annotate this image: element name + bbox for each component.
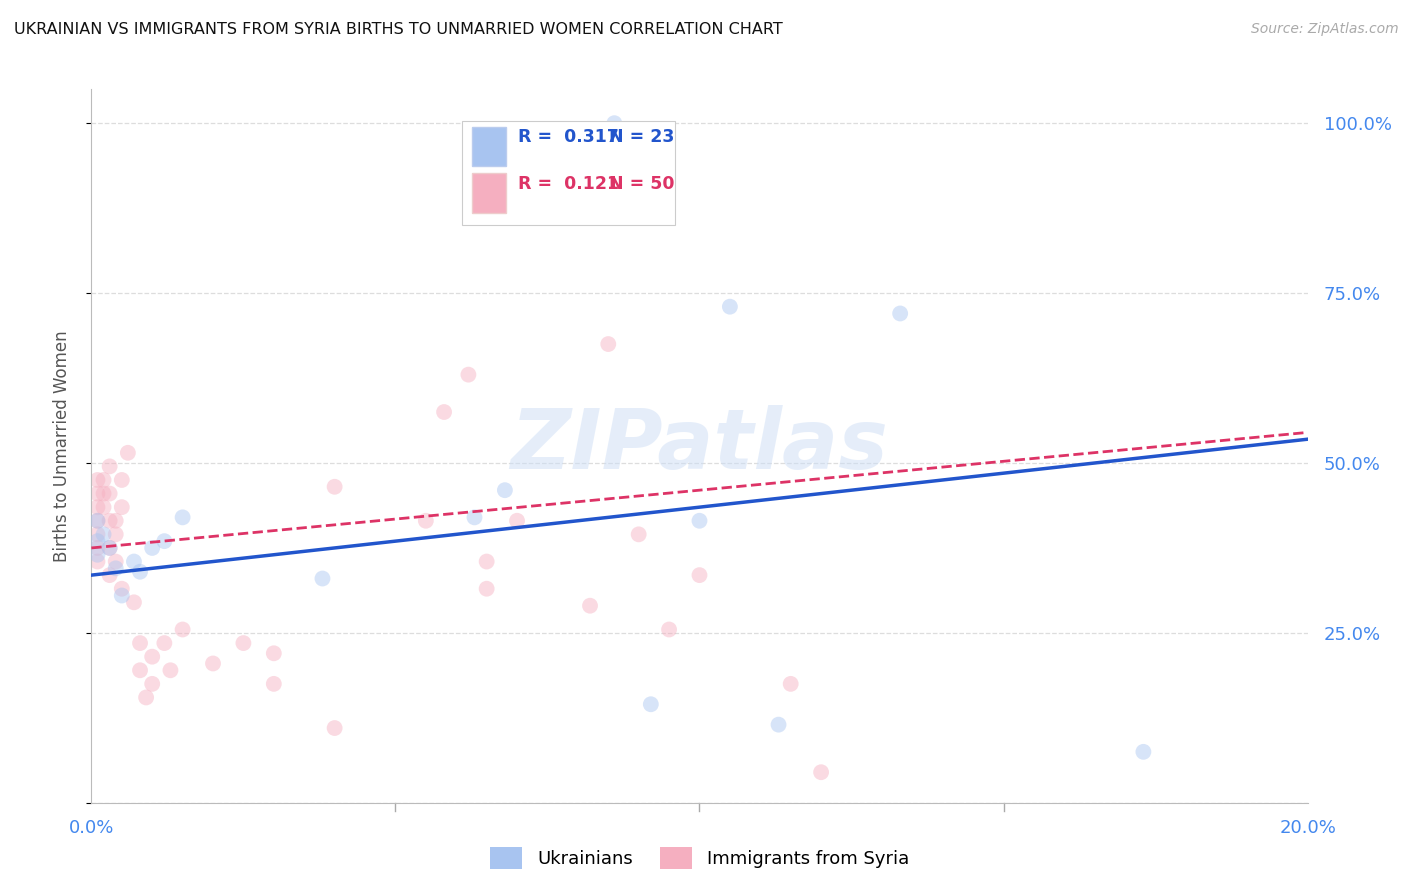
Point	[86, 555, 108, 569]
Point	[111, 473, 134, 487]
FancyBboxPatch shape	[472, 127, 506, 166]
Point	[141, 541, 163, 555]
Point	[104, 514, 127, 528]
Point	[86, 514, 108, 528]
Point	[457, 368, 479, 382]
Point	[172, 510, 194, 524]
Point	[153, 534, 176, 549]
Point	[598, 337, 620, 351]
Point	[688, 568, 710, 582]
Point	[111, 500, 134, 515]
Point	[98, 514, 121, 528]
Text: Source: ZipAtlas.com: Source: ZipAtlas.com	[1251, 22, 1399, 37]
Point	[810, 765, 832, 780]
Point	[627, 527, 650, 541]
Point	[111, 582, 134, 596]
Point	[86, 473, 108, 487]
Point	[111, 589, 134, 603]
Text: N = 23: N = 23	[609, 128, 675, 146]
Point	[86, 534, 108, 549]
Point	[93, 486, 115, 500]
Point	[415, 514, 437, 528]
Point	[104, 561, 127, 575]
Text: R =  0.317: R = 0.317	[519, 128, 619, 146]
Point	[463, 510, 485, 524]
Point	[93, 473, 115, 487]
Point	[141, 677, 163, 691]
Point	[86, 486, 108, 500]
Point	[172, 623, 194, 637]
Point	[323, 721, 346, 735]
Point	[202, 657, 225, 671]
Point	[93, 500, 115, 515]
Point	[1132, 745, 1154, 759]
Text: N = 50: N = 50	[609, 175, 675, 193]
Point	[86, 527, 108, 541]
Point	[86, 548, 108, 562]
Point	[129, 565, 152, 579]
Point	[579, 599, 602, 613]
Point	[98, 568, 121, 582]
Point	[263, 677, 285, 691]
Point	[122, 595, 145, 609]
Point	[658, 623, 681, 637]
Point	[86, 541, 108, 555]
Point	[475, 555, 498, 569]
Point	[263, 646, 285, 660]
Point	[494, 483, 516, 498]
Point	[135, 690, 157, 705]
Point	[506, 514, 529, 528]
Point	[122, 555, 145, 569]
Point	[688, 514, 710, 528]
Point	[889, 306, 911, 320]
Point	[311, 572, 333, 586]
Point	[153, 636, 176, 650]
Text: R =  0.121: R = 0.121	[519, 175, 620, 193]
Point	[159, 663, 181, 677]
FancyBboxPatch shape	[472, 173, 506, 212]
Point	[718, 300, 741, 314]
Point	[98, 486, 121, 500]
Point	[98, 541, 121, 555]
Point	[98, 459, 121, 474]
Point	[129, 663, 152, 677]
Point	[104, 555, 127, 569]
Text: ZIPatlas: ZIPatlas	[510, 406, 889, 486]
Point	[603, 116, 626, 130]
Point	[117, 446, 139, 460]
Point	[768, 717, 790, 731]
Text: UKRAINIAN VS IMMIGRANTS FROM SYRIA BIRTHS TO UNMARRIED WOMEN CORRELATION CHART: UKRAINIAN VS IMMIGRANTS FROM SYRIA BIRTH…	[14, 22, 783, 37]
FancyBboxPatch shape	[463, 121, 675, 225]
Point	[323, 480, 346, 494]
Point	[640, 698, 662, 712]
Point	[104, 527, 127, 541]
Point	[779, 677, 801, 691]
Y-axis label: Births to Unmarried Women: Births to Unmarried Women	[52, 330, 70, 562]
Point	[98, 541, 121, 555]
Point	[86, 500, 108, 515]
Point	[433, 405, 456, 419]
Legend: Ukrainians, Immigrants from Syria: Ukrainians, Immigrants from Syria	[482, 839, 917, 876]
Point	[475, 582, 498, 596]
Point	[93, 527, 115, 541]
Point	[141, 649, 163, 664]
Point	[86, 514, 108, 528]
Point	[232, 636, 254, 650]
Point	[129, 636, 152, 650]
